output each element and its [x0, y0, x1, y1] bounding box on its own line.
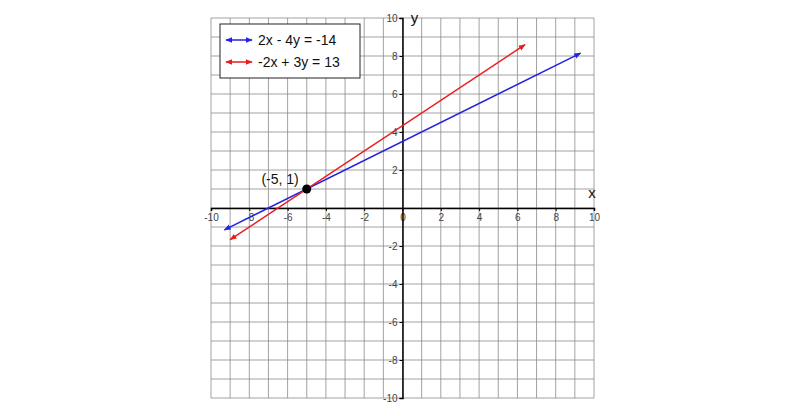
x-tick-label: 2 [439, 212, 445, 223]
y-tick: -2 [389, 241, 403, 252]
y-tick-label: -4 [389, 279, 398, 290]
y-tick-mark [400, 246, 403, 247]
x-axis-label: x [588, 184, 596, 201]
y-tick-mark [400, 398, 403, 399]
annotation-label: (-5, 1) [261, 171, 298, 187]
legend-box [220, 24, 360, 78]
x-tick-mark [364, 208, 365, 211]
x-tick: -4 [322, 208, 331, 223]
y-tick-label: -10 [383, 393, 398, 404]
x-tick: -6 [284, 208, 293, 223]
legend-symbol [226, 39, 252, 41]
y-tick: 10 [386, 13, 402, 24]
y-tick-label: -6 [389, 317, 398, 328]
y-tick-label: 2 [392, 165, 398, 176]
x-tick-label: -2 [360, 212, 369, 223]
x-tick-mark [594, 208, 595, 211]
y-tick-mark [400, 56, 403, 57]
y-tick-mark [400, 170, 403, 171]
legend-label: 2x - 4y = -14 [258, 32, 336, 48]
y-tick: -10 [383, 393, 402, 404]
y-tick-label: 10 [386, 13, 398, 24]
y-tick-mark [400, 360, 403, 361]
y-tick-mark [400, 132, 403, 133]
y-tick: 2 [392, 165, 403, 176]
x-tick: 10 [589, 208, 601, 223]
chart: -10-8-6-4-20246810-10-8-6-4-2246810xy(-5… [0, 0, 809, 416]
y-tick: -8 [389, 355, 403, 366]
y-tick: -6 [389, 317, 403, 328]
y-tick-label: 8 [392, 51, 398, 62]
x-tick: 4 [477, 208, 483, 223]
y-axis-label: y [411, 9, 419, 26]
legend-symbol [226, 61, 252, 63]
x-tick-label: 10 [589, 212, 601, 223]
x-tick-label: 8 [553, 212, 559, 223]
x-tick-mark [441, 208, 442, 211]
y-axis-line [400, 19, 404, 399]
y-tick: 8 [392, 51, 403, 62]
x-tick: -2 [360, 208, 369, 223]
y-tick-label: 6 [392, 89, 398, 100]
x-tick-mark [249, 208, 250, 211]
y-tick: 6 [392, 89, 403, 100]
x-tick-mark [326, 208, 327, 211]
y-tick-mark [400, 284, 403, 285]
grid [211, 18, 594, 398]
y-tick: -4 [389, 279, 403, 290]
y-tick-label: -2 [389, 241, 398, 252]
legend: 2x - 4y = -14 -2x + 3y = 13 [220, 24, 360, 78]
x-tick: 6 [515, 208, 521, 223]
x-tick-mark [517, 208, 518, 211]
x-tick: -10 [204, 208, 219, 223]
y-axis: -10-8-6-4-2246810 [383, 13, 403, 404]
x-tick-label: 6 [515, 212, 521, 223]
series-line [224, 53, 580, 230]
x-tick-label: -10 [204, 212, 219, 223]
y-tick-label: -8 [389, 355, 398, 366]
x-tick-mark [556, 208, 557, 211]
x-tick-label: 4 [477, 212, 483, 223]
x-tick: 8 [553, 208, 559, 223]
grid-line [211, 18, 594, 19]
legend-label: -2x + 3y = 13 [258, 54, 340, 70]
x-tick-label: -4 [322, 212, 331, 223]
annotation-point [302, 185, 311, 194]
x-tick: 2 [439, 208, 445, 223]
y-tick-mark [400, 322, 403, 323]
x-tick-mark [479, 208, 480, 211]
x-tick-label: -6 [284, 212, 293, 223]
x-tick-mark [211, 208, 212, 211]
x-tick-mark [288, 208, 289, 211]
y-tick-mark [400, 18, 403, 19]
y-tick-mark [400, 94, 403, 95]
